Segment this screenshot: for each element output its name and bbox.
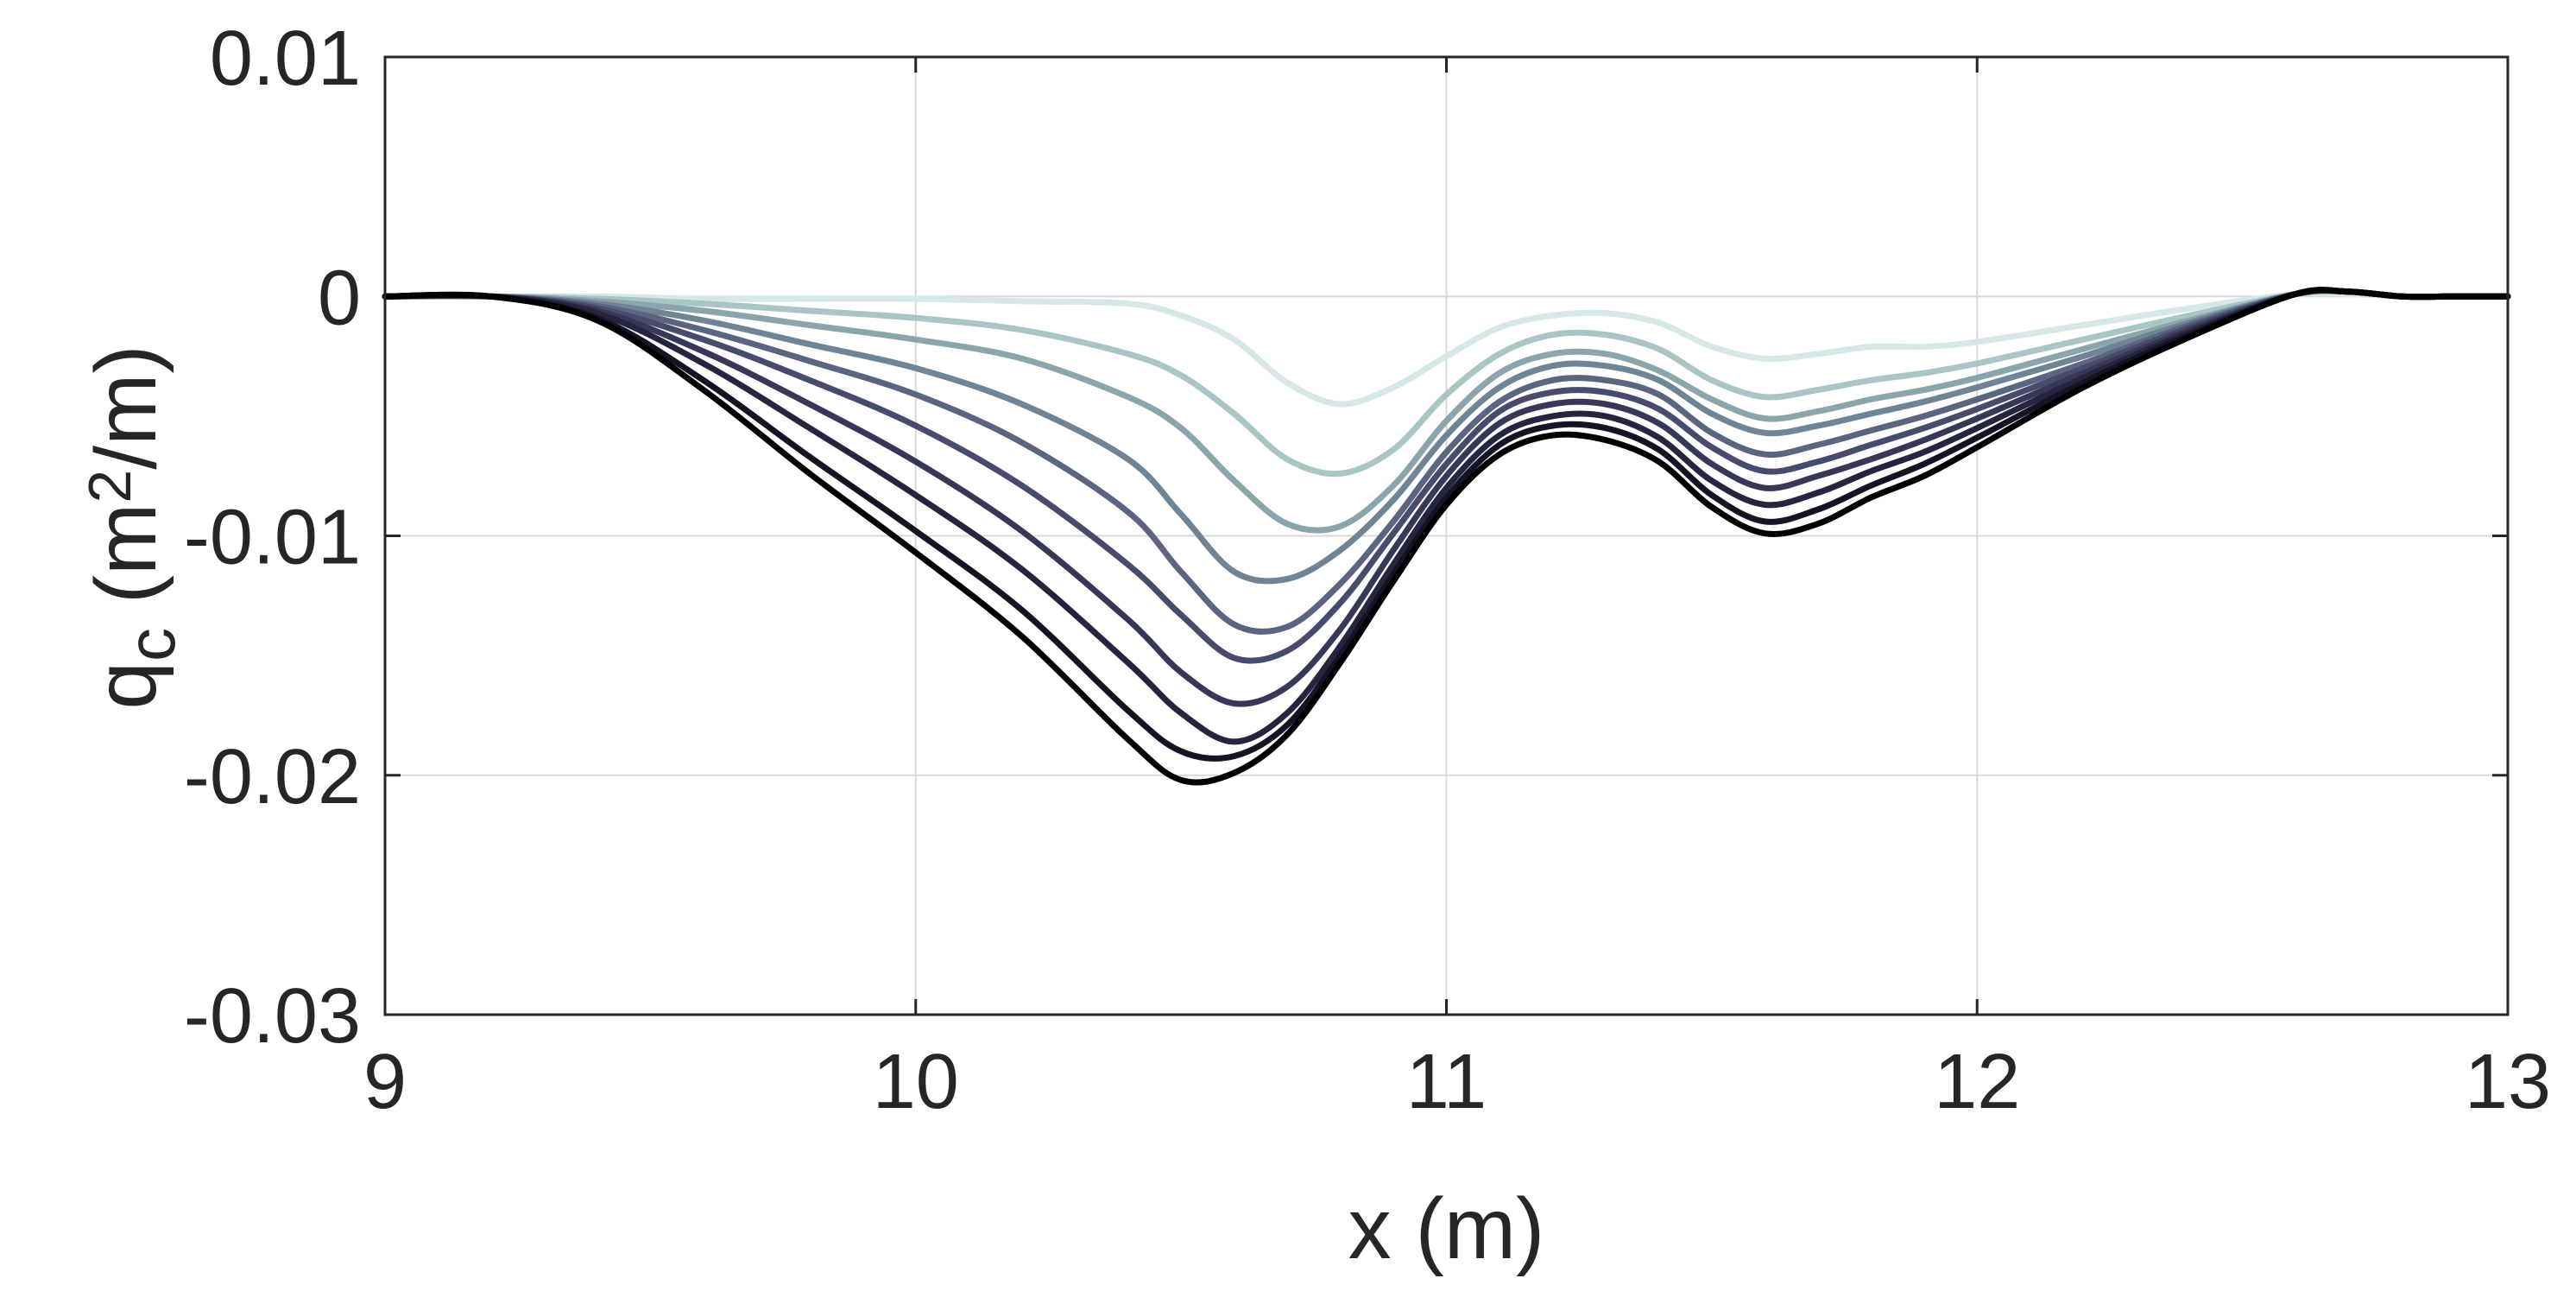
- x-tick-labels: 9 10 11 12 13: [363, 1039, 2551, 1125]
- series-line-4: [382, 288, 2511, 585]
- series-line-7: [382, 287, 2511, 707]
- y-tick-label: -0.01: [184, 495, 361, 581]
- grid-lines: [383, 55, 2510, 1016]
- series-line-1: [382, 289, 2511, 408]
- series-line-2: [382, 288, 2511, 478]
- y-axis-label-unit-rest: /m): [78, 345, 174, 469]
- series-line-8: [382, 287, 2511, 745]
- y-axis-label-main: q: [78, 661, 174, 710]
- series-line-5: [382, 287, 2511, 635]
- y-tick-label: -0.03: [184, 973, 361, 1060]
- series-lines: [382, 287, 2511, 786]
- y-tick-label: 0: [318, 255, 361, 341]
- series-line-9: [382, 287, 2511, 762]
- y-tick-label: -0.02: [184, 734, 361, 820]
- y-tick-labels: 0.01 0 -0.01 -0.02 -0.03: [184, 16, 361, 1060]
- x-tick-label: 11: [1406, 1039, 1487, 1125]
- x-axis-label: x (m): [1348, 1180, 1545, 1277]
- x-tick-label: 9: [363, 1039, 407, 1125]
- y-axis-label-unit: (m: [78, 503, 174, 628]
- series-line-10: [382, 287, 2511, 786]
- y-axis-label: qc (m2/m): [76, 345, 189, 709]
- plot-area-frame: [383, 55, 2510, 1016]
- y-axis-label-subscript: c: [113, 628, 189, 661]
- y-tick-label: 0.01: [210, 16, 361, 102]
- y-axis-label-unit-superscript: 2: [76, 470, 143, 503]
- x-tick-label: 10: [873, 1039, 959, 1125]
- series-line-3: [382, 288, 2511, 534]
- x-tick-label: 13: [2465, 1039, 2551, 1125]
- x-tick-label: 12: [1934, 1039, 2020, 1125]
- series-line-6: [382, 287, 2511, 664]
